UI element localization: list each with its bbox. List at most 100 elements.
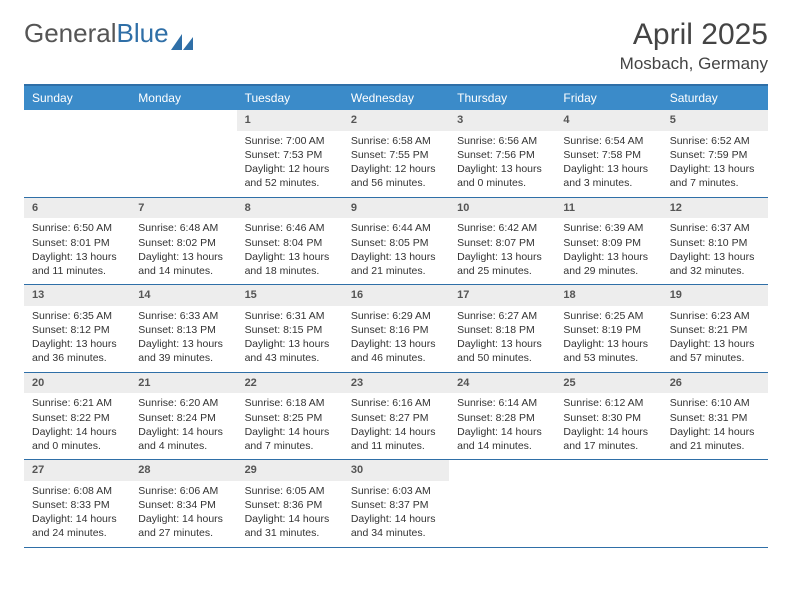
weekday-header-row: Sunday Monday Tuesday Wednesday Thursday… (24, 86, 768, 110)
day-details: Sunrise: 6:12 AMSunset: 8:30 PMDaylight:… (555, 393, 661, 459)
sunrise-text: Sunrise: 6:23 AM (670, 309, 760, 323)
day-details: Sunrise: 6:20 AMSunset: 8:24 PMDaylight:… (130, 393, 236, 459)
sunset-text: Sunset: 8:12 PM (32, 323, 122, 337)
sunset-text: Sunset: 7:55 PM (351, 148, 441, 162)
daylight-text: Daylight: 14 hours and 0 minutes. (32, 425, 122, 453)
date-number: 6 (24, 198, 130, 219)
daylight-text: Daylight: 13 hours and 39 minutes. (138, 337, 228, 365)
day-details: Sunrise: 6:25 AMSunset: 8:19 PMDaylight:… (555, 306, 661, 372)
day-details: Sunrise: 6:54 AMSunset: 7:58 PMDaylight:… (555, 131, 661, 197)
sunrise-text: Sunrise: 6:48 AM (138, 221, 228, 235)
weekday-header: Thursday (449, 86, 555, 110)
daylight-text: Daylight: 14 hours and 24 minutes. (32, 512, 122, 540)
day-details: Sunrise: 6:29 AMSunset: 8:16 PMDaylight:… (343, 306, 449, 372)
date-number: 8 (237, 198, 343, 219)
calendar-week-row: 6Sunrise: 6:50 AMSunset: 8:01 PMDaylight… (24, 198, 768, 286)
daylight-text: Daylight: 13 hours and 36 minutes. (32, 337, 122, 365)
sunset-text: Sunset: 8:28 PM (457, 411, 547, 425)
daylight-text: Daylight: 13 hours and 11 minutes. (32, 250, 122, 278)
calendar-day-cell: 3Sunrise: 6:56 AMSunset: 7:56 PMDaylight… (449, 110, 555, 197)
daylight-text: Daylight: 14 hours and 27 minutes. (138, 512, 228, 540)
calendar-day-cell: 15 Sunrise: 6:31 AMSunset: 8:15 PMDayligh… (237, 285, 343, 372)
sunset-text: Sunset: 7:53 PM (245, 148, 335, 162)
sunset-text: Sunset: 8:27 PM (351, 411, 441, 425)
title-block: April 2025 Mosbach, Germany (620, 18, 768, 74)
sunrise-text: Sunrise: 6:56 AM (457, 134, 547, 148)
sunrise-text: Sunrise: 6:52 AM (670, 134, 760, 148)
daylight-text: Daylight: 13 hours and 43 minutes. (245, 337, 335, 365)
calendar-day-cell: . (24, 110, 130, 197)
sunset-text: Sunset: 8:13 PM (138, 323, 228, 337)
calendar-day-cell: 25Sunrise: 6:12 AMSunset: 8:30 PMDayligh… (555, 373, 661, 460)
day-details: Sunrise: 6:10 AMSunset: 8:31 PMDaylight:… (662, 393, 768, 459)
location-label: Mosbach, Germany (620, 54, 768, 74)
day-details: Sunrise: 6:08 AMSunset: 8:33 PMDaylight:… (24, 481, 130, 547)
daylight-text: Daylight: 12 hours and 52 minutes. (245, 162, 335, 190)
sunset-text: Sunset: 8:30 PM (563, 411, 653, 425)
sunrise-text: Sunrise: 6:33 AM (138, 309, 228, 323)
date-number: 10 (449, 198, 555, 219)
calendar-week-row: ..1Sunrise: 7:00 AMSunset: 7:53 PMDaylig… (24, 110, 768, 198)
day-details: Sunrise: 6:33 AMSunset: 8:13 PMDaylight:… (130, 306, 236, 372)
day-details: Sunrise: 6:23 AMSunset: 8:21 PMDaylight:… (662, 306, 768, 372)
daylight-text: Daylight: 13 hours and 14 minutes. (138, 250, 228, 278)
day-details: Sunrise: 6:42 AMSunset: 8:07 PMDaylight:… (449, 218, 555, 284)
sunset-text: Sunset: 8:19 PM (563, 323, 653, 337)
daylight-text: Daylight: 14 hours and 14 minutes. (457, 425, 547, 453)
daylight-text: Daylight: 13 hours and 29 minutes. (563, 250, 653, 278)
calendar-day-cell: 27Sunrise: 6:08 AMSunset: 8:33 PMDayligh… (24, 460, 130, 547)
sunrise-text: Sunrise: 6:37 AM (670, 221, 760, 235)
sunrise-text: Sunrise: 6:29 AM (351, 309, 441, 323)
sunset-text: Sunset: 8:02 PM (138, 236, 228, 250)
sunrise-text: Sunrise: 6:05 AM (245, 484, 335, 498)
calendar-day-cell: 16Sunrise: 6:29 AMSunset: 8:16 PMDayligh… (343, 285, 449, 372)
sunset-text: Sunset: 8:15 PM (245, 323, 335, 337)
calendar-day-cell: 12Sunrise: 6:37 AMSunset: 8:10 PMDayligh… (662, 198, 768, 285)
weekday-header: Sunday (24, 86, 130, 110)
calendar-day-cell: 4Sunrise: 6:54 AMSunset: 7:58 PMDaylight… (555, 110, 661, 197)
day-details: Sunrise: 6:14 AMSunset: 8:28 PMDaylight:… (449, 393, 555, 459)
sunset-text: Sunset: 8:37 PM (351, 498, 441, 512)
sunset-text: Sunset: 8:36 PM (245, 498, 335, 512)
daylight-text: Daylight: 13 hours and 7 minutes. (670, 162, 760, 190)
day-details: Sunrise: 6:35 AMSunset: 8:12 PMDaylight:… (24, 306, 130, 372)
sunrise-text: Sunrise: 7:00 AM (245, 134, 335, 148)
day-details: Sunrise: 6:39 AMSunset: 8:09 PMDaylight:… (555, 218, 661, 284)
calendar-day-cell: 23Sunrise: 6:16 AMSunset: 8:27 PMDayligh… (343, 373, 449, 460)
sunrise-text: Sunrise: 6:31 AM (245, 309, 335, 323)
weekday-header: Friday (555, 86, 661, 110)
weeks-container: ..1Sunrise: 7:00 AMSunset: 7:53 PMDaylig… (24, 110, 768, 548)
daylight-text: Daylight: 14 hours and 11 minutes. (351, 425, 441, 453)
sunset-text: Sunset: 8:09 PM (563, 236, 653, 250)
sunrise-text: Sunrise: 6:35 AM (32, 309, 122, 323)
sunrise-text: Sunrise: 6:42 AM (457, 221, 547, 235)
calendar-day-cell: 14Sunrise: 6:33 AMSunset: 8:13 PMDayligh… (130, 285, 236, 372)
calendar-day-cell: 7Sunrise: 6:48 AMSunset: 8:02 PMDaylight… (130, 198, 236, 285)
daylight-text: Daylight: 13 hours and 18 minutes. (245, 250, 335, 278)
day-details: Sunrise: 6:44 AMSunset: 8:05 PMDaylight:… (343, 218, 449, 284)
day-details: Sunrise: 6:48 AMSunset: 8:02 PMDaylight:… (130, 218, 236, 284)
calendar-day-cell: . (449, 460, 555, 547)
day-details: Sunrise: 6:21 AMSunset: 8:22 PMDaylight:… (24, 393, 130, 459)
daylight-text: Daylight: 14 hours and 34 minutes. (351, 512, 441, 540)
sunrise-text: Sunrise: 6:25 AM (563, 309, 653, 323)
date-number: 15 (237, 285, 343, 306)
day-details: Sunrise: 7:00 AMSunset: 7:53 PMDaylight:… (237, 131, 343, 197)
daylight-text: Daylight: 12 hours and 56 minutes. (351, 162, 441, 190)
sunset-text: Sunset: 8:07 PM (457, 236, 547, 250)
date-number: 26 (662, 373, 768, 394)
day-details: Sunrise: 6:56 AMSunset: 7:56 PMDaylight:… (449, 131, 555, 197)
date-number: 21 (130, 373, 236, 394)
sunset-text: Sunset: 8:24 PM (138, 411, 228, 425)
sunset-text: Sunset: 8:18 PM (457, 323, 547, 337)
date-number: 25 (555, 373, 661, 394)
sunrise-text: Sunrise: 6:18 AM (245, 396, 335, 410)
date-number: 30 (343, 460, 449, 481)
daylight-text: Daylight: 13 hours and 46 minutes. (351, 337, 441, 365)
calendar-day-cell: 2Sunrise: 6:58 AMSunset: 7:55 PMDaylight… (343, 110, 449, 197)
date-number: 19 (662, 285, 768, 306)
sunset-text: Sunset: 8:01 PM (32, 236, 122, 250)
date-number: 3 (449, 110, 555, 131)
calendar-day-cell: 20Sunrise: 6:21 AMSunset: 8:22 PMDayligh… (24, 373, 130, 460)
sunrise-text: Sunrise: 6:44 AM (351, 221, 441, 235)
